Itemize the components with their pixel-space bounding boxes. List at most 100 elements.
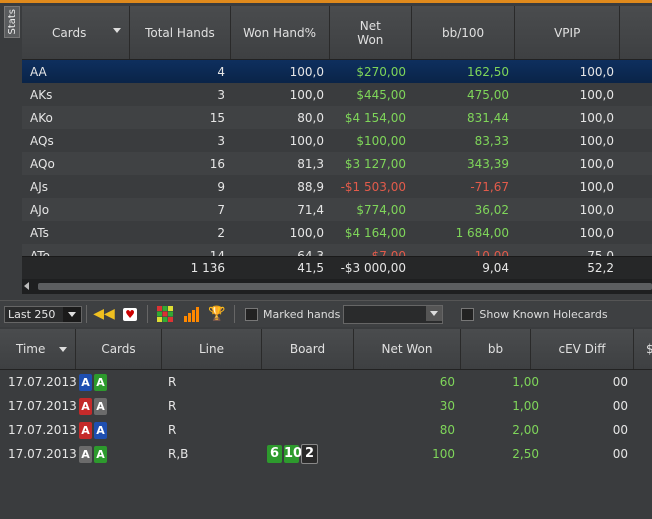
chevron-down-icon[interactable] — [63, 306, 81, 322]
bar-chart-button[interactable] — [180, 304, 202, 324]
bar-chart-icon — [184, 307, 199, 322]
cell-vpip: 100,0 — [579, 156, 614, 171]
table-row[interactable]: AJs 9 88,9 -$1 503,00 -71,67 100,0 — [22, 175, 652, 198]
hole-card: A — [79, 373, 92, 391]
col-header-vpip[interactable]: VPIP — [515, 6, 621, 59]
cell-won-pct: 100,0 — [289, 133, 324, 148]
rewind-button[interactable]: ◀◀ — [93, 304, 115, 324]
marked-hands-select[interactable] — [343, 304, 444, 324]
table-row[interactable]: ATs 2 100,0 $4 164,00 1 684,00 100,0 — [22, 221, 652, 244]
divider — [147, 305, 148, 323]
col-header-cards[interactable]: Cards — [76, 329, 162, 369]
table-row[interactable]: ATo 14 64,3 -$7,00 -10,00 75,0 — [22, 244, 652, 256]
cell-vpip: 100,0 — [579, 110, 614, 125]
cell-line: R,B — [168, 447, 189, 461]
cell-bb100: -71,67 — [470, 179, 509, 194]
cell-net: -$7,00 — [367, 248, 406, 257]
col-header-bb100[interactable]: bb/100 — [412, 6, 516, 59]
col-header-net-won[interactable]: Net Won — [354, 329, 461, 369]
range-select-value: Last 250 — [8, 307, 56, 321]
table-row[interactable]: AKo 15 80,0 $4 154,00 831,44 100,0 — [22, 106, 652, 129]
table-row[interactable]: AJo 7 71,4 $774,00 36,02 100,0 — [22, 198, 652, 221]
range-select[interactable]: Last 250 — [4, 305, 82, 323]
marked-hands-label: Marked hands — [263, 307, 341, 321]
cell-won-pct: 88,9 — [297, 179, 324, 194]
cell-line: R — [168, 375, 177, 389]
cell-bb: 1,00 — [512, 399, 539, 413]
cell-net: $774,00 — [356, 202, 406, 217]
cell-vpip: 100,0 — [579, 87, 614, 102]
marked-hands-checkbox[interactable] — [245, 307, 258, 321]
trophy-icon: 🏆 — [208, 306, 226, 322]
col-header-label: Time — [16, 342, 46, 356]
grid-view-button[interactable] — [154, 304, 176, 324]
cell-bb100: 343,39 — [467, 156, 509, 171]
horizontal-scrollbar[interactable] — [22, 279, 652, 294]
show-known-holecards-checkbox[interactable] — [461, 307, 475, 321]
playing-cards-icon: ♥ — [123, 307, 137, 321]
grid-icon — [157, 306, 173, 322]
col-header-label: Line — [198, 342, 224, 356]
cell-vpip: 75,0 — [587, 248, 614, 257]
cell-cards: ATo — [30, 248, 50, 257]
col-header-time[interactable]: Time — [0, 329, 76, 369]
stats-table-header: Cards Total Hands Won Hand% Net Won bb/1… — [22, 6, 652, 60]
table-row[interactable]: AA 4 100,0 $270,00 162,50 100,0 — [22, 60, 652, 83]
cell-total: 15 — [209, 110, 225, 125]
col-header-cev-diff[interactable]: cEV Diff — [531, 329, 634, 369]
table-row[interactable]: AQs 3 100,0 $100,00 83,33 100,0 — [22, 129, 652, 152]
cell-vpip: 100,0 — [579, 64, 614, 79]
cell-total: 14 — [209, 248, 225, 257]
cell-board: 6 10 2 — [262, 444, 354, 464]
col-header-line[interactable]: Line — [162, 329, 262, 369]
cell-net: $445,00 — [356, 87, 406, 102]
col-header-total-hands[interactable]: Total Hands — [130, 6, 231, 59]
divider — [86, 305, 87, 323]
trophy-button[interactable]: 🏆 — [206, 304, 228, 324]
table-row[interactable]: 17.07.2013 A A R 60 1,00 00 — [0, 370, 652, 394]
col-header-label: bb — [487, 342, 504, 356]
cell-cards: AJs — [30, 179, 48, 194]
cell-net: -$1 503,00 — [340, 179, 406, 194]
table-row[interactable]: AKs 3 100,0 $445,00 475,00 100,0 — [22, 83, 652, 106]
chevron-down-icon[interactable] — [426, 305, 443, 321]
table-row[interactable]: AQo 16 81,3 $3 127,00 343,39 100,0 — [22, 152, 652, 175]
cards-button[interactable]: ♥ — [119, 304, 141, 324]
col-header-net-won[interactable]: Net Won — [330, 6, 412, 59]
col-header-label: Cards — [101, 342, 136, 356]
col-header-cards[interactable]: Cards — [22, 6, 131, 59]
table-row[interactable]: 17.07.2013 A A R,B 6 10 2 100 2,50 00 — [0, 442, 652, 466]
cell-won-pct: 71,4 — [297, 202, 324, 217]
cell-won-pct: 80,0 — [297, 110, 324, 125]
cell-time: 17.07.2013 — [8, 423, 76, 437]
cell-won-pct: 81,3 — [297, 156, 324, 171]
cell-bb: 2,00 — [512, 423, 539, 437]
col-header-label: Won Hand% — [243, 25, 317, 40]
cell-cards: AQo — [30, 156, 55, 171]
board-card: 6 — [267, 445, 282, 463]
cell-cards: ATs — [30, 225, 49, 240]
cell-cev-diff: 00 — [612, 447, 628, 461]
show-known-holecards-label: Show Known Holecards — [479, 307, 608, 321]
col-header-won-hand-pct[interactable]: Won Hand% — [231, 6, 330, 59]
table-row[interactable]: 17.07.2013 A A R 80 2,00 00 — [0, 418, 652, 442]
cell-bb: 1,00 — [512, 375, 539, 389]
cell-won-pct: 100,0 — [289, 87, 324, 102]
scroll-left-icon[interactable] — [24, 282, 29, 290]
col-header-board[interactable]: Board — [262, 329, 354, 369]
table-row[interactable]: 17.07.2013 A A R 30 1,00 00 — [0, 394, 652, 418]
col-header-more[interactable] — [620, 6, 652, 59]
cell-net: $3 127,00 — [344, 156, 406, 171]
hole-card: A — [94, 421, 107, 439]
scrollbar-thumb[interactable] — [38, 283, 652, 290]
total-won-pct: 41,5 — [297, 261, 324, 275]
col-header-dollar[interactable]: $ — [634, 329, 652, 369]
cell-bb100: 475,00 — [467, 87, 509, 102]
hole-card: A — [94, 373, 107, 391]
sort-dropdown-icon — [59, 347, 67, 352]
stats-panel-tab[interactable]: Stats — [4, 6, 20, 38]
col-header-bb[interactable]: bb — [461, 329, 531, 369]
col-header-label: cEV Diff — [558, 342, 606, 356]
